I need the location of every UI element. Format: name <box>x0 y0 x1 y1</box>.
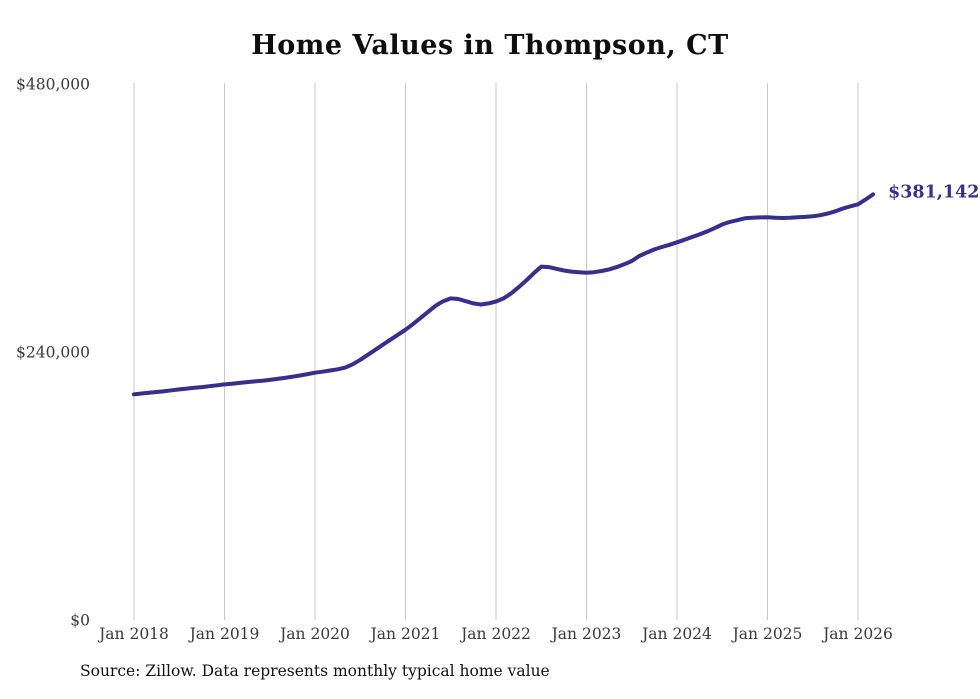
x-tick-label: Jan 2025 <box>731 625 803 643</box>
x-tick-label: Jan 2019 <box>188 625 260 643</box>
x-tick-label: Jan 2023 <box>550 625 622 643</box>
x-tick-label: Jan 2021 <box>369 625 441 643</box>
latest-value-label: $381,142 <box>888 182 979 202</box>
x-tick-label: Jan 2018 <box>97 625 169 643</box>
x-tick-label: Jan 2026 <box>821 625 893 643</box>
source-note: Source: Zillow. Data represents monthly … <box>80 662 550 680</box>
y-tick-label: $480,000 <box>16 76 90 94</box>
y-tick-label: $240,000 <box>16 344 90 362</box>
y-tick-label: $0 <box>70 612 90 630</box>
chart-title: Home Values in Thompson, CT <box>251 30 729 61</box>
x-tick-label: Jan 2022 <box>459 625 531 643</box>
x-tick-label: Jan 2024 <box>640 625 712 643</box>
home-value-series-line <box>132 192 876 397</box>
x-tick-label: Jan 2020 <box>278 625 350 643</box>
